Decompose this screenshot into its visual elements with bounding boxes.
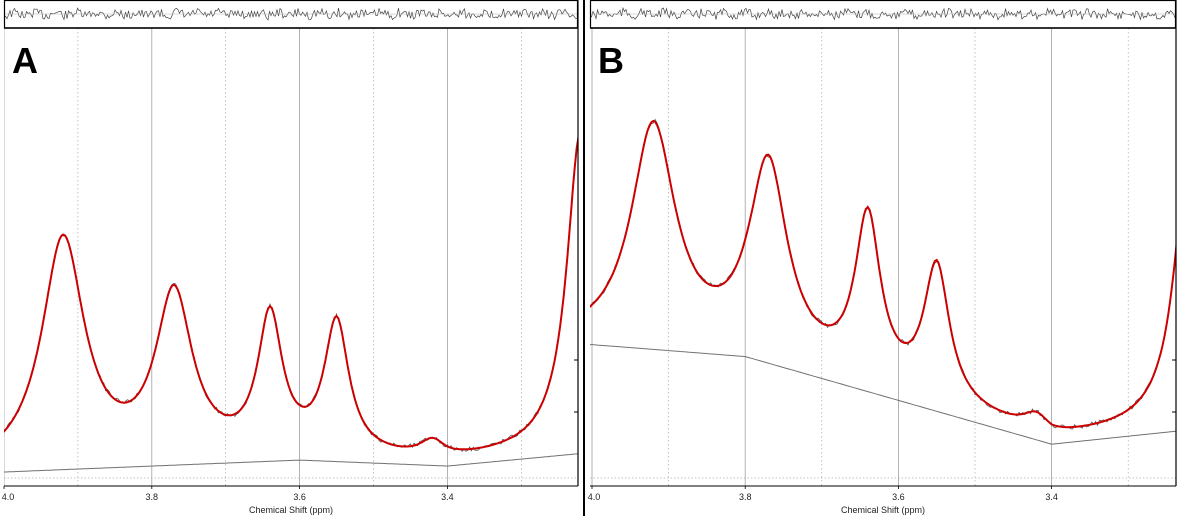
residual-trace (590, 6, 1176, 21)
baseline-series-line (4, 453, 578, 473)
panel-b: 4.0 3.8 3.6 3.4 Chemical Shift (ppm) B (588, 0, 1177, 515)
spectrum-traces (4, 135, 578, 473)
x-tick-label: 3.6 (293, 492, 306, 502)
grid-lines (591, 28, 1129, 486)
residual-line (4, 7, 578, 21)
fit-series-line (4, 135, 578, 451)
x-tick-label: 3.8 (739, 492, 752, 502)
residual-trace (4, 7, 578, 21)
panel-label: A (12, 40, 38, 81)
x-tick-label: 3.4 (1045, 492, 1058, 502)
fit-series-line (590, 119, 1176, 429)
spectrum-traces (590, 118, 1176, 445)
plot-area (590, 0, 1176, 486)
panel-label: B (598, 40, 624, 81)
x-axis-title: Chemical Shift (ppm) (249, 505, 333, 515)
plot-area (4, 0, 578, 486)
data-series-line (4, 138, 578, 453)
x-axis-title: Chemical Shift (ppm) (841, 505, 925, 515)
x-tick-label: 3.6 (892, 492, 905, 502)
residual-line (590, 6, 1176, 21)
x-tick-label: 4.0 (2, 492, 15, 502)
x-tick-label: 3.4 (441, 492, 454, 502)
baseline-series-line (590, 344, 1176, 445)
grid-lines (4, 28, 522, 486)
x-tick-label: 3.8 (146, 492, 159, 502)
x-tick-label: 4.0 (588, 492, 601, 502)
